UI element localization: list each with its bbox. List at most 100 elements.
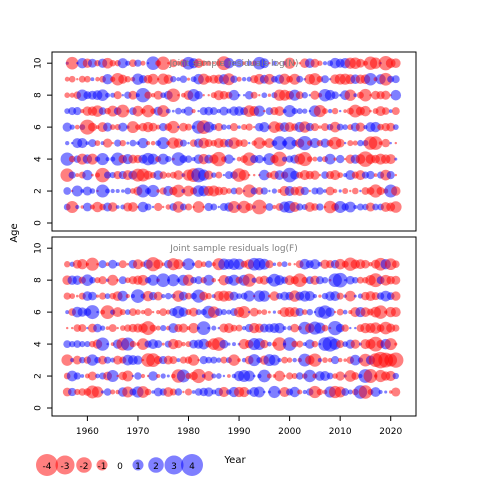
residual-bubble bbox=[312, 156, 318, 162]
residual-bubble bbox=[203, 371, 214, 381]
residual-bubble bbox=[230, 324, 238, 332]
residual-bubble bbox=[337, 172, 344, 178]
residual-bubble bbox=[228, 89, 240, 101]
residual-bubble bbox=[204, 387, 214, 397]
residual-bubble bbox=[113, 355, 123, 365]
residual-bubble bbox=[126, 121, 139, 134]
residual-bubble bbox=[347, 389, 353, 395]
residual-bubble bbox=[302, 389, 307, 395]
residual-bubble bbox=[253, 105, 265, 117]
residual-bubble bbox=[242, 94, 246, 97]
residual-bubble bbox=[271, 188, 278, 194]
residual-bubble bbox=[177, 94, 180, 97]
residual-bubble bbox=[336, 292, 344, 300]
residual-bubble bbox=[99, 325, 106, 331]
residual-bubble bbox=[390, 58, 401, 69]
residual-bubble bbox=[232, 342, 236, 347]
residual-bubble bbox=[199, 355, 208, 365]
residual-bubble bbox=[133, 355, 143, 365]
residual-bubble bbox=[317, 357, 323, 363]
residual-bubble bbox=[118, 122, 128, 132]
residual-bubble bbox=[107, 274, 119, 286]
residual-bubble bbox=[335, 138, 345, 148]
residual-bubble bbox=[301, 92, 308, 99]
residual-bubble bbox=[385, 370, 396, 382]
residual-bubble bbox=[134, 59, 142, 67]
residual-bubble bbox=[132, 259, 143, 270]
residual-bubble bbox=[191, 262, 196, 266]
residual-bubble bbox=[187, 354, 200, 366]
residual-bubble bbox=[360, 105, 371, 117]
residual-bubble bbox=[172, 184, 185, 198]
residual-bubble bbox=[88, 139, 97, 148]
residual-bubble bbox=[119, 139, 126, 147]
residual-bubble bbox=[349, 326, 352, 330]
residual-bubble bbox=[391, 275, 401, 285]
residual-bubble bbox=[283, 57, 296, 69]
y-tick-label: 4 bbox=[34, 341, 44, 347]
y-tick-label: 4 bbox=[34, 156, 44, 162]
residual-bubble bbox=[311, 340, 319, 348]
legend-bubble bbox=[36, 454, 58, 476]
residual-bubble bbox=[237, 93, 241, 97]
residual-bubble bbox=[320, 138, 330, 148]
residual-bubble bbox=[185, 292, 192, 300]
residual-bubble bbox=[202, 94, 205, 97]
residual-bubble bbox=[376, 186, 385, 196]
legend-bubble bbox=[76, 457, 92, 473]
residual-bubble bbox=[245, 123, 253, 131]
residual-bubble bbox=[103, 388, 112, 396]
residual-bubble bbox=[179, 139, 187, 147]
residual-bubble bbox=[267, 310, 271, 314]
residual-bubble bbox=[62, 122, 72, 132]
residual-bubble bbox=[302, 108, 308, 114]
residual-bubble bbox=[229, 291, 239, 301]
residual-bubble bbox=[352, 187, 359, 195]
residual-bubble bbox=[205, 260, 213, 268]
residual-bubble bbox=[108, 324, 117, 333]
residual-bubble bbox=[71, 326, 74, 330]
residual-bubble bbox=[64, 92, 71, 99]
x-tick-label: 1960 bbox=[76, 427, 99, 437]
residual-bubble bbox=[359, 189, 362, 193]
residual-bubble bbox=[161, 262, 165, 266]
residual-bubble bbox=[173, 138, 184, 148]
residual-bubble bbox=[370, 387, 381, 397]
residual-bubble bbox=[182, 274, 195, 286]
residual-bubble bbox=[151, 310, 155, 314]
residual-bubble bbox=[135, 87, 151, 103]
residual-bubble bbox=[319, 370, 331, 382]
residual-bubble bbox=[182, 258, 195, 271]
residual-bubble bbox=[141, 321, 156, 336]
residual-bubble bbox=[211, 373, 217, 379]
residual-bubble bbox=[118, 260, 127, 269]
residual-bubble bbox=[349, 189, 352, 193]
residual-bubble bbox=[386, 122, 396, 132]
residual-bubble bbox=[331, 107, 339, 115]
bubble-series bbox=[60, 56, 402, 215]
residual-bubble bbox=[248, 141, 251, 145]
residual-bubble bbox=[316, 187, 324, 195]
residual-bubble bbox=[392, 124, 399, 130]
residual-bubble bbox=[210, 203, 218, 211]
residual-bubble bbox=[292, 357, 297, 363]
residual-bubble bbox=[260, 339, 269, 349]
residual-bubble bbox=[248, 354, 261, 367]
residual-bubble bbox=[296, 75, 304, 83]
residual-bubble bbox=[194, 91, 203, 100]
residual-bubble bbox=[220, 309, 227, 316]
residual-bubble bbox=[205, 292, 212, 300]
y-tick-label: 0 bbox=[34, 405, 44, 411]
residual-bubble bbox=[177, 125, 180, 129]
residual-bubble bbox=[115, 205, 120, 209]
residual-bubble bbox=[318, 125, 322, 129]
residual-bubble bbox=[105, 92, 111, 98]
residual-bubble bbox=[124, 76, 131, 83]
residual-bubble bbox=[353, 204, 358, 210]
residual-bubble bbox=[320, 75, 330, 84]
residual-bubble bbox=[338, 357, 343, 363]
residual-bubble bbox=[238, 386, 250, 398]
residual-bubble bbox=[192, 201, 205, 213]
residual-bubble bbox=[107, 202, 118, 212]
y-tick-label: 8 bbox=[34, 92, 44, 98]
